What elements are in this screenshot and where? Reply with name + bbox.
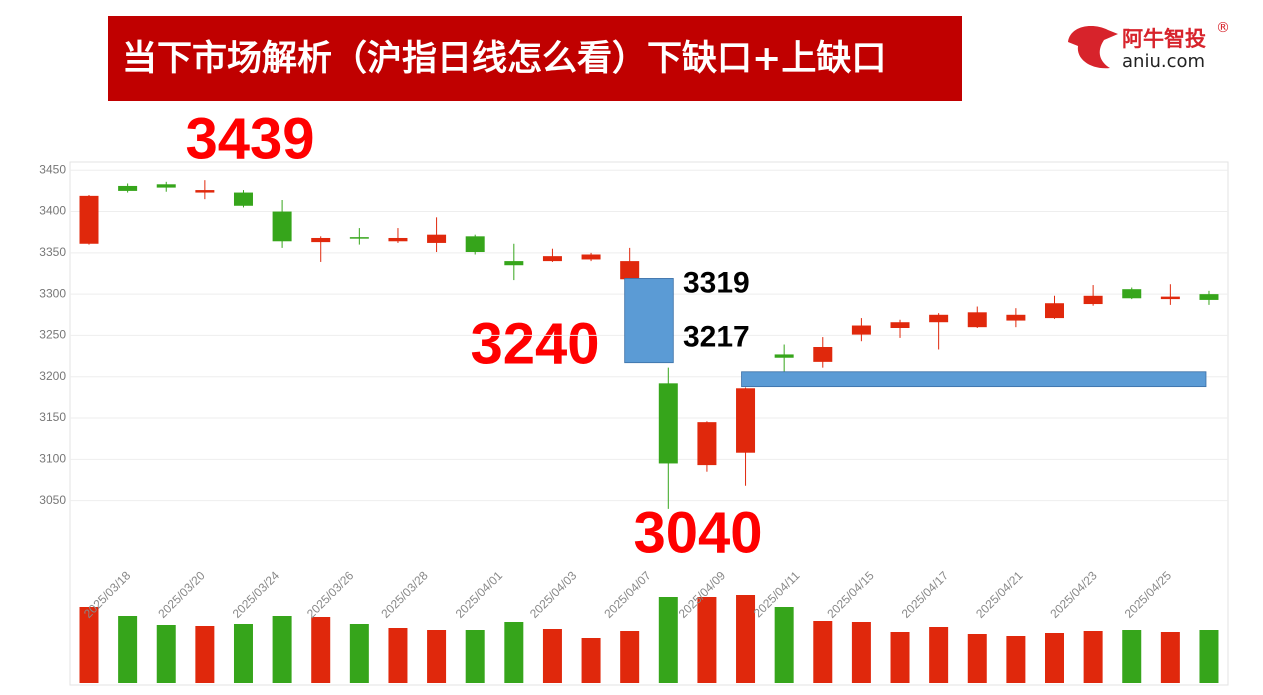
y-tick-label: 3350: [39, 245, 66, 259]
gap-zone: [624, 278, 674, 364]
y-tick-label: 3450: [39, 162, 66, 176]
logo-icon: [1068, 26, 1118, 69]
candle-body: [620, 261, 640, 280]
candle-body: [311, 237, 331, 243]
volume-bar: [967, 634, 987, 683]
chart-title: 当下市场解析（沪指日线怎么看）下缺口+上缺口: [122, 39, 886, 79]
y-tick-label: 3200: [39, 369, 66, 383]
candle-body: [349, 237, 369, 239]
candle-body: [697, 422, 717, 466]
volume-bar: [1199, 630, 1219, 683]
y-tick-label: 3100: [39, 451, 66, 465]
candle-body: [658, 383, 678, 464]
candle-body: [388, 237, 408, 242]
volume-bar: [890, 632, 910, 683]
volume-bar: [851, 622, 871, 683]
brand-name: 阿牛智投: [1122, 27, 1206, 51]
x-tick-label: 2025/04/25: [1122, 568, 1175, 621]
volume-bar: [774, 607, 794, 683]
x-tick-label: 2025/03/26: [304, 568, 357, 621]
candle-body: [890, 322, 910, 329]
candle-body: [851, 325, 871, 335]
candle-body: [1006, 314, 1026, 321]
x-tick-label: 2025/04/15: [824, 568, 877, 621]
plot-frame: [69, 161, 1229, 686]
volume-bar: [195, 626, 215, 683]
candle-body: [465, 236, 485, 253]
volume-bar: [272, 616, 292, 683]
volume-bar: [1006, 636, 1026, 683]
candle-body: [1160, 296, 1180, 300]
volume-bar: [465, 630, 485, 683]
volume-bar: [349, 624, 369, 683]
volume-bar: [118, 616, 138, 683]
brand-site: aniu.com: [1122, 51, 1205, 72]
x-tick-label: 2025/04/03: [527, 568, 580, 621]
volume-bar: [388, 628, 408, 683]
volume-bar: [233, 624, 253, 683]
brand-mark: ®: [1216, 20, 1230, 36]
y-tick-label: 3300: [39, 286, 66, 300]
x-tick-label: 2025/03/18: [81, 568, 134, 621]
y-tick-label: 3150: [39, 410, 66, 424]
candle-body: [118, 185, 138, 191]
x-tick-label: 2025/04/17: [899, 568, 952, 621]
volume-bar: [697, 597, 717, 683]
candle-body: [736, 388, 756, 453]
gap-label: 3319: [683, 266, 750, 299]
candle-body: [1083, 295, 1103, 305]
volume-bar: [311, 617, 331, 683]
x-tick-label: 2025/04/07: [601, 568, 654, 621]
volume-bar: [620, 631, 640, 683]
annotation: 3040: [633, 500, 762, 565]
volume-bar: [1045, 633, 1064, 683]
volume-bar: [156, 625, 176, 683]
annotation: 3240: [470, 311, 599, 376]
candle-body: [1199, 294, 1219, 300]
candle-body: [504, 261, 524, 266]
volume-bar: [504, 622, 524, 683]
volume-bar: [813, 621, 833, 683]
candle-body: [427, 234, 447, 243]
y-tick-label: 3400: [39, 204, 66, 218]
candle-body: [195, 190, 215, 193]
x-tick-label: 2025/03/24: [230, 568, 283, 621]
x-tick-label: 2025/03/28: [378, 568, 431, 621]
volume-bar: [581, 638, 601, 683]
candle-body: [156, 184, 176, 188]
candle-body: [542, 256, 562, 262]
x-tick-label: 2025/04/21: [973, 568, 1026, 621]
candle-body: [813, 346, 833, 362]
volume-bar: [1083, 631, 1103, 683]
candle-body: [581, 254, 601, 260]
candle-body: [1122, 289, 1142, 299]
candle-body: [774, 354, 794, 358]
y-tick-label: 3050: [39, 493, 66, 507]
volume-bar: [658, 597, 678, 683]
candle-body: [272, 211, 292, 242]
volume-bar: [427, 630, 447, 683]
candle-body: [967, 312, 987, 328]
candle-body: [1045, 303, 1064, 319]
candle-body: [233, 192, 253, 206]
volume-bar: [542, 629, 562, 683]
x-tick-label: 2025/04/01: [453, 568, 506, 621]
volume-bar: [1160, 632, 1180, 683]
candle-body: [929, 314, 949, 323]
annotation: 3439: [185, 106, 314, 171]
x-tick-label: 2025/04/23: [1047, 568, 1100, 621]
x-tick-label: 2025/03/20: [155, 568, 208, 621]
volume-bar: [1122, 630, 1142, 683]
y-tick-label: 3250: [39, 328, 66, 342]
gap-zone: [741, 371, 1207, 388]
volume-bar: [929, 627, 949, 683]
candle-body: [79, 195, 99, 244]
title-box: [108, 16, 962, 101]
gap-label: 3217: [683, 321, 750, 354]
volume-bar: [79, 607, 99, 683]
volume-bar: [736, 595, 756, 683]
